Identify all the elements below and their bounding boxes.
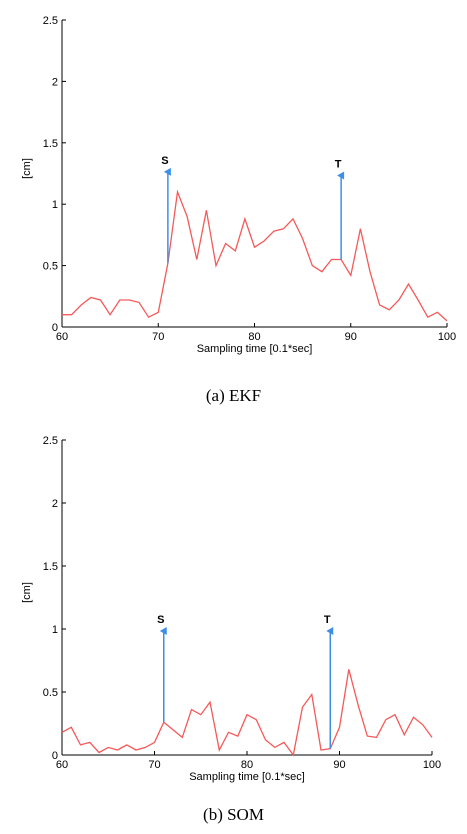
x-tick-label: 100 (423, 759, 441, 771)
annotation-label: S (161, 155, 168, 167)
y-axis-label: [cm] (21, 582, 33, 603)
x-tick-label: 60 (56, 759, 68, 771)
y-tick-label: 1 (52, 199, 58, 211)
y-tick-label: 2.5 (43, 15, 58, 27)
x-tick-label: 60 (56, 331, 68, 343)
series-line (61, 669, 433, 757)
x-tick-label: 90 (345, 331, 357, 343)
x-tick-label: 70 (152, 331, 164, 343)
y-tick-label: 0 (52, 750, 58, 762)
y-axis-label: [cm] (21, 158, 33, 179)
x-axis-label: Sampling time [0.1*sec] (197, 343, 313, 355)
y-tick-label: 2.5 (43, 435, 58, 447)
som-caption: (b) SOM (203, 805, 264, 824)
x-axis-label: Sampling time [0.1*sec] (189, 771, 305, 783)
x-tick-label: 80 (241, 759, 253, 771)
x-tick-label: 100 (438, 331, 456, 343)
y-tick-label: 1 (52, 624, 58, 636)
som-chart: 0 0.5 1 1.5 2 2.5 60 70 80 90 100 Sampling time [0.… (21, 435, 441, 783)
y-tick-label: 2 (52, 498, 58, 510)
y-tick-label: 0 (52, 322, 58, 334)
ekf-chart: 0 0.5 1 1.5 2 2.5 60 70 80 90 100 Sampling time [0.… (21, 15, 456, 355)
y-tick-label: 0.5 (43, 687, 58, 699)
y-tick-label: 0.5 (43, 261, 58, 273)
y-tick-label: 1.5 (43, 138, 58, 150)
series-line (62, 189, 448, 322)
y-tick-label: 2 (52, 76, 58, 88)
x-tick-label: 80 (248, 331, 260, 343)
annotation-label: S (157, 614, 164, 626)
annotation-label: T (335, 159, 342, 171)
ekf-caption: (a) EKF (205, 386, 262, 405)
annotation-label: T (324, 614, 331, 626)
x-tick-label: 70 (148, 759, 160, 771)
x-tick-label: 90 (333, 759, 345, 771)
y-tick-label: 1.5 (43, 561, 58, 573)
